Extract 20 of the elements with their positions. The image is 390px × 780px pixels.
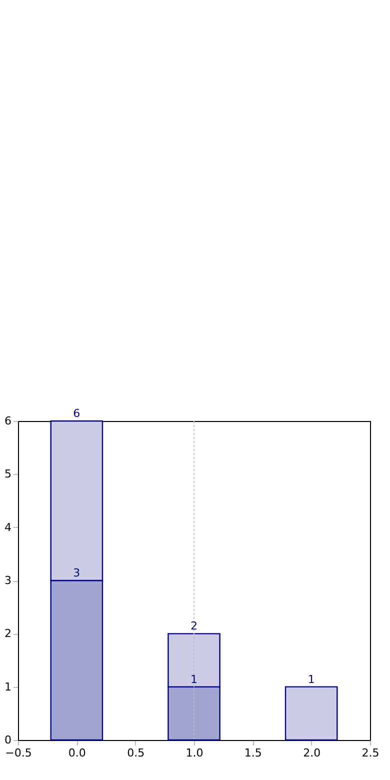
x-tick-label: 0.5: [127, 746, 145, 760]
x-tick-label: 0.0: [68, 746, 86, 760]
x-tick-label: 2.0: [303, 746, 321, 760]
y-tick-label: 6: [4, 414, 12, 428]
data-label: 3: [73, 566, 80, 580]
total-label: 1: [308, 672, 315, 686]
y-tick-label: 2: [4, 627, 12, 640]
bar: [284, 686, 338, 741]
y-tick-label: 4: [4, 520, 12, 534]
data-label: 1: [190, 672, 198, 686]
total-label: 6: [73, 407, 80, 420]
total-label: 2: [190, 620, 198, 633]
y-tick-label: 5: [4, 468, 12, 481]
x-tick-label: 2.5: [362, 746, 380, 760]
y-tick-label: 1: [4, 680, 12, 694]
x-tick-label: −0.5: [5, 746, 32, 760]
y-tick-label: 3: [4, 574, 12, 587]
y-tick-label: 0: [4, 734, 12, 746]
x-tick-label: 1.0: [186, 746, 204, 760]
x-tick-label: 1.5: [244, 746, 262, 760]
